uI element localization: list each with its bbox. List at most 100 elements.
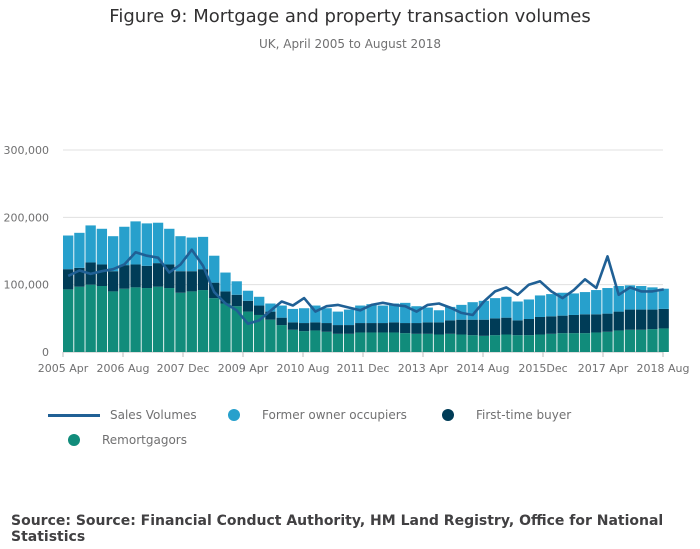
bar-segment	[467, 319, 478, 336]
bar-segment	[85, 284, 96, 352]
bar-segment	[242, 311, 254, 352]
bar-segment	[579, 333, 591, 352]
bar-segment	[658, 308, 669, 329]
bar-segment	[321, 323, 332, 332]
bar-segment	[534, 295, 546, 317]
bar-segment	[568, 293, 579, 315]
legend-item-remortgagors[interactable]: Remortgagors	[68, 433, 187, 447]
bar-segment	[186, 237, 197, 272]
legend-item-former[interactable]: Former owner occupiers	[228, 408, 407, 422]
y-tick-label: 0	[42, 346, 49, 359]
bar-segment	[467, 302, 478, 320]
bar-segment	[63, 269, 74, 290]
bar-segment	[400, 333, 411, 352]
bar-segment	[613, 311, 624, 331]
bar-segment	[579, 292, 591, 315]
bar-segment	[119, 265, 130, 289]
bar-segment	[400, 302, 411, 324]
bar-segment	[624, 329, 636, 352]
bar-segment	[231, 281, 242, 295]
bar-segment	[141, 223, 152, 266]
bar-segment	[388, 303, 400, 323]
bar-segment	[433, 334, 445, 352]
bar-segment	[321, 308, 332, 324]
bar-segment	[186, 271, 197, 292]
bar-segment	[534, 316, 546, 335]
bar-segment	[231, 306, 242, 352]
bar-segment	[287, 329, 299, 352]
bar-segment	[74, 286, 85, 352]
bar-segment	[220, 303, 231, 352]
bar-segment	[377, 332, 388, 352]
bar-segment	[332, 333, 343, 352]
bar-segment	[613, 286, 624, 312]
bar-segment	[445, 320, 456, 334]
bar-segment	[119, 288, 130, 352]
bar-segment	[501, 296, 512, 318]
remortgagors-dot-icon	[68, 434, 80, 446]
bar-segment	[456, 334, 467, 352]
bar-segment	[647, 309, 658, 330]
bar-segment	[602, 288, 613, 314]
bar-segment	[96, 286, 108, 352]
legend-label-former: Former owner occupiers	[262, 408, 407, 422]
sales-volume-line	[67, 248, 664, 325]
bar-segment	[276, 325, 287, 352]
bar-segment	[164, 228, 175, 265]
bar-segment	[602, 313, 613, 332]
bar-segment	[63, 235, 74, 270]
bar-segment	[152, 263, 164, 287]
bar-segment	[175, 271, 186, 293]
bar-segment	[164, 264, 175, 289]
bar-segment	[400, 323, 411, 334]
bar-segment	[265, 303, 276, 312]
bar-segment	[377, 323, 388, 333]
bar-segment	[523, 299, 535, 320]
bar-segment	[209, 298, 220, 352]
bar-segment	[557, 333, 568, 352]
bar-segment	[186, 291, 197, 352]
bar-segment	[287, 308, 299, 323]
bar-segment	[568, 314, 579, 334]
bar-segment	[175, 236, 186, 272]
sales-volume-path	[67, 248, 664, 325]
legend-item-ftb[interactable]: First-time buyer	[442, 408, 571, 422]
bar-segment	[489, 318, 501, 336]
bar-segment	[287, 322, 299, 330]
bar-segment	[512, 320, 523, 336]
bar-segment	[276, 317, 287, 326]
x-tick-label: 2017 Apr	[578, 362, 629, 375]
bar-segment	[332, 325, 343, 334]
bar-segment	[141, 265, 152, 289]
bar-segment	[96, 264, 108, 287]
bar-segment	[254, 305, 265, 315]
bar-segment	[254, 296, 265, 306]
y-tick-label: 100,000	[4, 279, 50, 292]
bar-segment	[523, 319, 535, 336]
legend: Sales Volumes Former owner occupiers Fir…	[0, 402, 700, 462]
x-tick-label: 2006 Aug	[97, 362, 150, 375]
legend-label-remortgagors: Remortgagors	[102, 433, 187, 447]
bar-segment	[445, 306, 456, 321]
x-tick-label: 2010 Aug	[277, 362, 330, 375]
ftb-dot-icon	[442, 409, 454, 421]
bar-segment	[209, 255, 220, 283]
bar-segment	[197, 269, 209, 291]
bar-segment	[310, 305, 321, 323]
bar-segment	[265, 311, 276, 320]
x-tick-label: 2015Dec	[518, 362, 567, 375]
bar-segment	[501, 334, 512, 352]
legend-item-sales[interactable]: Sales Volumes	[48, 408, 197, 422]
x-tick-label: 2005 Apr	[38, 362, 89, 375]
bar-segment	[636, 309, 647, 330]
bar-segment	[119, 226, 130, 266]
bar-segment	[388, 332, 400, 352]
x-tick-label: 2018 Aug	[637, 362, 690, 375]
bar-segment	[422, 322, 433, 334]
y-tick-label: 200,000	[4, 211, 50, 224]
bar-segment	[343, 333, 355, 352]
chart-subtitle: UK, April 2005 to August 2018	[258, 37, 442, 51]
bar-segment	[467, 335, 478, 352]
bar-segment	[501, 317, 512, 335]
